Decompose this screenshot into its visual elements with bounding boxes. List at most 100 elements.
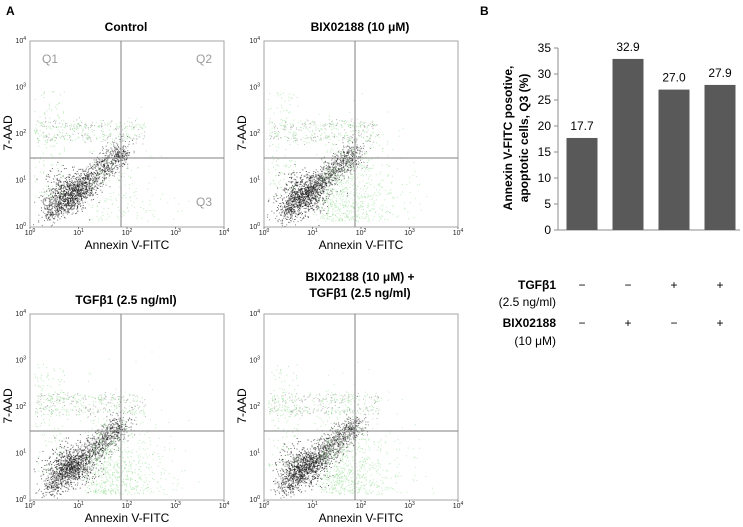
bar-4 <box>704 84 736 230</box>
bar-y-tick-label: 5 <box>544 197 551 211</box>
x-tick-label: 104 <box>453 501 464 510</box>
quadrant-label-q1: Q1 <box>42 52 58 66</box>
y-tick-label: 103 <box>249 356 260 365</box>
x-tick-label: 102 <box>122 501 133 510</box>
x-tick-label: 101 <box>307 228 318 237</box>
y-tick-label: 102 <box>249 402 260 411</box>
bar-value-label: 17.7 <box>570 119 594 133</box>
y-tick-label: 100 <box>15 222 26 231</box>
x-tick-label: 103 <box>170 501 181 510</box>
condition-sign: + <box>624 316 631 330</box>
y-tick-label: 104 <box>15 36 26 45</box>
condition-sign: + <box>670 278 677 292</box>
condition-sign: − <box>624 278 631 292</box>
y-tick-label: 101 <box>15 449 26 458</box>
flow-events <box>268 361 435 499</box>
quadrant-label-q4: Q4 <box>42 195 58 209</box>
flow-panel-title: BIX02188 (10 μM) + <box>305 270 414 284</box>
bar-value-label: 32.9 <box>616 40 640 54</box>
condition-sublabel: (10 μM) <box>514 334 556 348</box>
flow-events <box>33 91 190 227</box>
y-tick-label: 103 <box>249 83 260 92</box>
bar-value-label: 27.9 <box>708 66 732 80</box>
x-axis-label: Annexin V-FITC <box>85 511 170 525</box>
condition-sign: − <box>670 316 677 330</box>
x-axis-label: Annexin V-FITC <box>319 511 404 525</box>
y-tick-label: 104 <box>15 309 26 318</box>
x-axis-label: Annexin V-FITC <box>85 238 170 252</box>
bar-value-label: 27.0 <box>662 71 686 85</box>
flow-plot-area <box>263 313 459 501</box>
bar-y-tick-label: 30 <box>538 67 552 81</box>
panel-b-letter: B <box>480 4 489 18</box>
x-tick-label: 100 <box>25 228 36 237</box>
condition-label: TGFβ1 <box>518 278 556 292</box>
bar-y-tick-label: 15 <box>538 145 552 159</box>
y-tick-label: 101 <box>249 176 260 185</box>
bar-y-tick-label: 0 <box>544 223 551 237</box>
y-tick-label: 104 <box>249 309 260 318</box>
x-tick-label: 103 <box>404 501 415 510</box>
flow-plot-area <box>29 40 225 228</box>
bar-chart: 0 5 10 15 20 25 30 35 Annexin V-FITC posotive, ap… <box>499 40 740 348</box>
x-tick-label: 104 <box>453 228 464 237</box>
panel-a-letter: A <box>6 4 15 18</box>
y-tick-label: 101 <box>15 176 26 185</box>
y-tick-label: 102 <box>15 402 26 411</box>
quadrant-label-q3: Q3 <box>196 195 212 209</box>
y-tick-label: 102 <box>15 129 26 138</box>
quadrant-label-q2: Q2 <box>196 52 212 66</box>
y-axis-label: 7-AAD <box>1 115 15 151</box>
bar-y-tick-label: 35 <box>538 41 552 55</box>
x-axis-label: Annexin V-FITC <box>319 238 404 252</box>
flow-panel-title: TGFβ1 (2.5 ng/ml) <box>75 293 176 307</box>
condition-label: BIX02188 <box>503 316 557 330</box>
y-axis-label: 7-AAD <box>235 388 249 424</box>
x-tick-label: 103 <box>170 228 181 237</box>
flow-panel-title: TGFβ1 (2.5 ng/ml) <box>309 286 410 300</box>
y-axis-label: 7-AAD <box>235 115 249 151</box>
condition-sign: − <box>578 316 585 330</box>
x-tick-label: 103 <box>404 228 415 237</box>
bar-y-tick-label: 20 <box>538 119 552 133</box>
flow-panel-title: BIX02188 (10 μM) <box>311 20 410 34</box>
x-tick-label: 102 <box>356 228 367 237</box>
bar-y-axis-label-line: Annexin V-FITC posotive, <box>501 66 515 211</box>
x-tick-label: 100 <box>25 501 36 510</box>
bar-y-axis-label: Annexin V-FITC posotive, apoptotic cells,… <box>501 66 531 211</box>
x-tick-label: 104 <box>219 501 230 510</box>
flow-events <box>267 92 428 227</box>
x-tick-label: 101 <box>307 501 318 510</box>
flow-events <box>33 351 200 499</box>
condition-sign: + <box>716 316 723 330</box>
y-tick-label: 100 <box>15 495 26 504</box>
bar-y-axis-label-line: apoptotic cells, Q3 (%) <box>517 74 531 203</box>
x-tick-label: 100 <box>259 228 270 237</box>
x-tick-label: 100 <box>259 501 270 510</box>
y-tick-label: 104 <box>249 36 260 45</box>
flow-panel-4: BIX02188 (10 μM) +TGFβ1 (2.5 ng/ml)10010… <box>235 270 464 525</box>
y-tick-label: 101 <box>249 449 260 458</box>
flow-panel-title: Control <box>105 20 148 34</box>
x-tick-label: 102 <box>356 501 367 510</box>
bar-3 <box>658 89 690 230</box>
y-tick-label: 100 <box>249 495 260 504</box>
y-tick-label: 103 <box>15 83 26 92</box>
bar-y-tick-label: 10 <box>538 171 552 185</box>
condition-sublabel: (2.5 ng/ml) <box>499 295 556 309</box>
bar-y-tick-label: 25 <box>538 93 552 107</box>
y-tick-label: 103 <box>15 356 26 365</box>
condition-sign: − <box>578 278 585 292</box>
x-tick-label: 104 <box>219 228 230 237</box>
condition-sign: + <box>716 278 723 292</box>
bar-2 <box>612 58 644 230</box>
y-tick-label: 100 <box>249 222 260 231</box>
y-axis-label: 7-AAD <box>1 388 15 424</box>
bar-1 <box>566 137 598 230</box>
x-tick-label: 101 <box>73 228 84 237</box>
